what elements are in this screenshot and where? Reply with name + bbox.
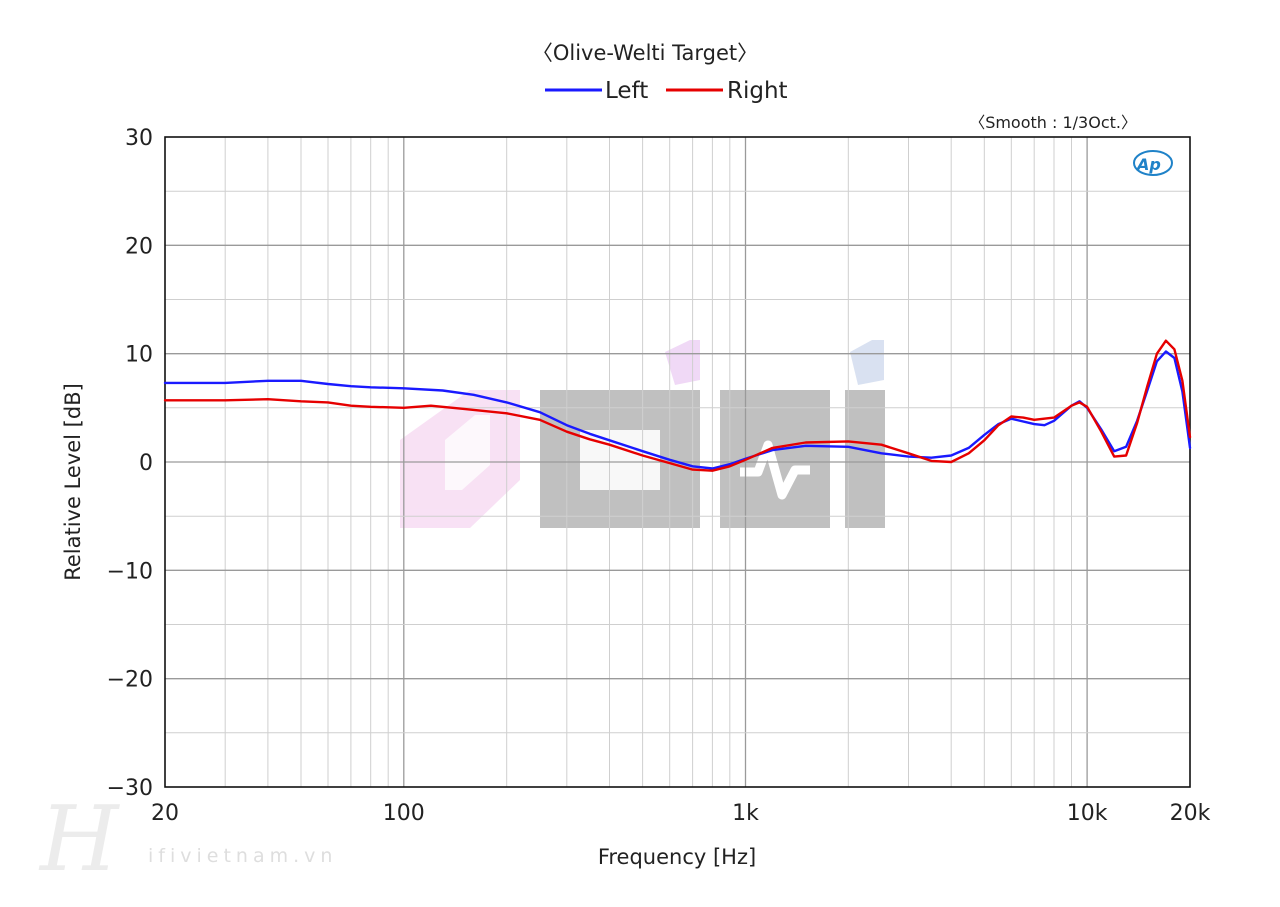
x-tick-label: 100 <box>383 801 425 826</box>
series-group <box>163 339 1192 472</box>
legend-label-right: Right <box>727 78 788 104</box>
watermark-accent-1 <box>665 340 700 385</box>
y-axis-ticks: 30 20 10 0 −10 −20 −30 <box>107 126 153 801</box>
site-watermark: H ifivietnam.vn <box>38 787 337 892</box>
y-tick-label: −20 <box>107 668 153 693</box>
x-tick-label: 10k <box>1067 801 1108 826</box>
y-axis-label: Relative Level [dB] <box>61 383 85 581</box>
y-tick-label: −30 <box>107 776 153 801</box>
x-tick-label: 20 <box>151 801 179 826</box>
grid <box>165 137 1190 787</box>
smoothing-annotation: 〈Smooth : 1/3Oct.〉 <box>969 113 1137 132</box>
watermark-hole-left <box>445 415 490 490</box>
site-watermark-text: ifivietnam.vn <box>148 845 337 867</box>
x-tick-label: 20k <box>1170 801 1211 826</box>
site-watermark-h: H <box>38 787 120 892</box>
y-tick-label: 10 <box>125 343 153 368</box>
y-tick-label: 30 <box>125 126 153 151</box>
watermark-block-3 <box>845 390 885 528</box>
legend: Left Right <box>545 78 788 104</box>
chart-title: 〈Olive-Welti Target〉 <box>532 41 758 65</box>
ap-logo-ring <box>1133 150 1173 176</box>
watermark-shape-left <box>400 390 520 528</box>
watermark-pulse <box>740 440 810 500</box>
y-tick-label: −10 <box>107 559 153 584</box>
plot-frame <box>164 136 1191 788</box>
legend-label-left: Left <box>605 78 648 104</box>
watermark <box>400 340 885 528</box>
y-tick-label: 0 <box>139 451 153 476</box>
x-tick-label: 1k <box>732 801 759 826</box>
x-axis-label: Frequency [Hz] <box>598 845 756 869</box>
series-line-left <box>163 350 1192 470</box>
watermark-accent-2 <box>850 340 884 385</box>
y-tick-label: 20 <box>125 234 153 259</box>
x-axis-ticks: 20 100 1k 10k 20k <box>151 801 1211 826</box>
series-line-right <box>163 339 1192 472</box>
ap-logo: Ap <box>1135 155 1161 174</box>
